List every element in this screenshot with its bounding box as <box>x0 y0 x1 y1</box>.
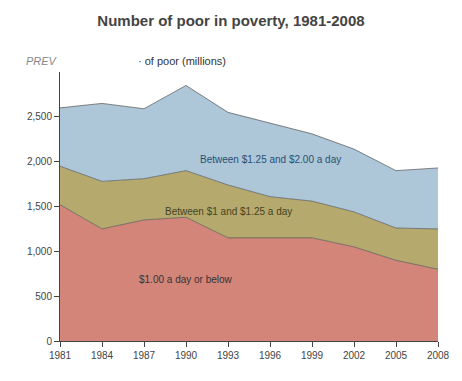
svg-text:2002: 2002 <box>343 350 366 361</box>
svg-text:1,000: 1,000 <box>27 246 52 257</box>
svg-text:2005: 2005 <box>385 350 408 361</box>
svg-text:1993: 1993 <box>217 350 240 361</box>
svg-text:Number of poor in poverty, 198: Number of poor in poverty, 1981-2008 <box>97 12 364 29</box>
svg-text:500: 500 <box>35 291 52 302</box>
svg-text:1987: 1987 <box>133 350 156 361</box>
svg-text:Between $1.25 and $2.00 a day: Between $1.25 and $2.00 a day <box>200 154 341 165</box>
svg-text:0: 0 <box>46 336 52 347</box>
svg-text:2008: 2008 <box>427 350 450 361</box>
svg-text:1999: 1999 <box>301 350 324 361</box>
svg-text:PREV: PREV <box>26 55 58 67</box>
svg-text:1984: 1984 <box>91 350 114 361</box>
svg-text:1996: 1996 <box>259 350 282 361</box>
svg-text:2,000: 2,000 <box>27 156 52 167</box>
svg-text:1981: 1981 <box>49 350 72 361</box>
svg-text:2,500: 2,500 <box>27 111 52 122</box>
svg-text:· of poor (millions): · of poor (millions) <box>138 55 226 67</box>
svg-text:$1.00 a day or below: $1.00 a day or below <box>139 274 233 285</box>
svg-text:Between $1 and $1.25 a day: Between $1 and $1.25 a day <box>165 206 292 217</box>
svg-text:1990: 1990 <box>175 350 198 361</box>
svg-text:1,500: 1,500 <box>27 201 52 212</box>
